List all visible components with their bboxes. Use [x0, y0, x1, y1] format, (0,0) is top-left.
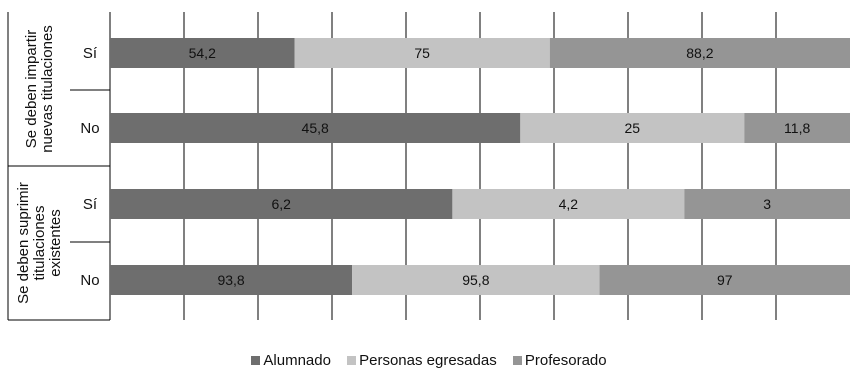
group-label-line: existentes	[47, 209, 64, 277]
row-label-no-4: No	[80, 272, 99, 289]
group-label-line: nuevas titulaciones	[39, 25, 56, 153]
legend-swatch-profesorado	[512, 356, 522, 365]
bar-segment-alumnado-row-4	[110, 265, 353, 295]
legend-item-personas-egresadas: Personas egresadas	[347, 352, 497, 369]
legend-item-profesorado: Profesorado	[512, 352, 607, 369]
row-label-si-1: Sí	[83, 45, 98, 62]
group-label-line: titulaciones	[31, 205, 48, 280]
legend-label-personas-egresadas: Personas egresadas	[359, 352, 497, 369]
bar-segment-profesorado-row-3	[684, 189, 850, 219]
legend-label-alumnado: Alumnado	[263, 352, 331, 369]
legend-swatch-personas-egresadas	[347, 356, 357, 365]
data-label-alumnado-row-1: 54,2	[189, 45, 216, 61]
bar-segment-alumnado-row-1	[110, 38, 295, 68]
group-label-line: Se deben suprimir	[15, 182, 32, 304]
bar-segment-personas-egresadas-row-1	[294, 38, 550, 68]
legend-label-profesorado: Profesorado	[524, 352, 607, 369]
bar-segment-alumnado-row-3	[110, 189, 453, 219]
data-label-profesorado-row-4: 97	[717, 272, 733, 288]
legend-swatch-alumnado	[251, 356, 261, 365]
bar-segment-personas-egresadas-row-2	[520, 113, 745, 143]
group-label-1: Se deben impartirnuevas titulaciones	[23, 25, 56, 153]
bar-segment-personas-egresadas-row-4	[352, 265, 600, 295]
data-label-personas-egresadas-row-4: 95,8	[462, 272, 489, 288]
data-label-personas-egresadas-row-3: 4,2	[559, 196, 579, 212]
row-label-si-3: Sí	[83, 196, 98, 213]
group-label-line: Se deben impartir	[23, 30, 40, 148]
data-label-personas-egresadas-row-2: 25	[625, 120, 641, 136]
bar-segment-profesorado-row-4	[599, 265, 850, 295]
bar-segment-alumnado-row-2	[110, 113, 521, 143]
row-label-no-2: No	[80, 120, 99, 137]
data-label-profesorado-row-3: 3	[763, 196, 771, 212]
bar-segment-personas-egresadas-row-3	[452, 189, 685, 219]
group-label-2: Se deben suprimirtitulacionesexistentes	[15, 182, 64, 304]
bar-segment-profesorado-row-2	[744, 113, 850, 143]
data-label-alumnado-row-3: 6,2	[271, 196, 291, 212]
data-label-alumnado-row-2: 45,8	[302, 120, 329, 136]
data-label-profesorado-row-1: 88,2	[686, 45, 713, 61]
legend-item-alumnado: Alumnado	[251, 352, 331, 369]
data-label-profesorado-row-2: 11,8	[784, 120, 810, 136]
bar-segment-profesorado-row-1	[549, 38, 850, 68]
data-label-personas-egresadas-row-1: 75	[414, 45, 430, 61]
legend: Alumnado Personas egresadas Profesorado	[0, 352, 858, 369]
data-label-alumnado-row-4: 93,8	[217, 272, 244, 288]
